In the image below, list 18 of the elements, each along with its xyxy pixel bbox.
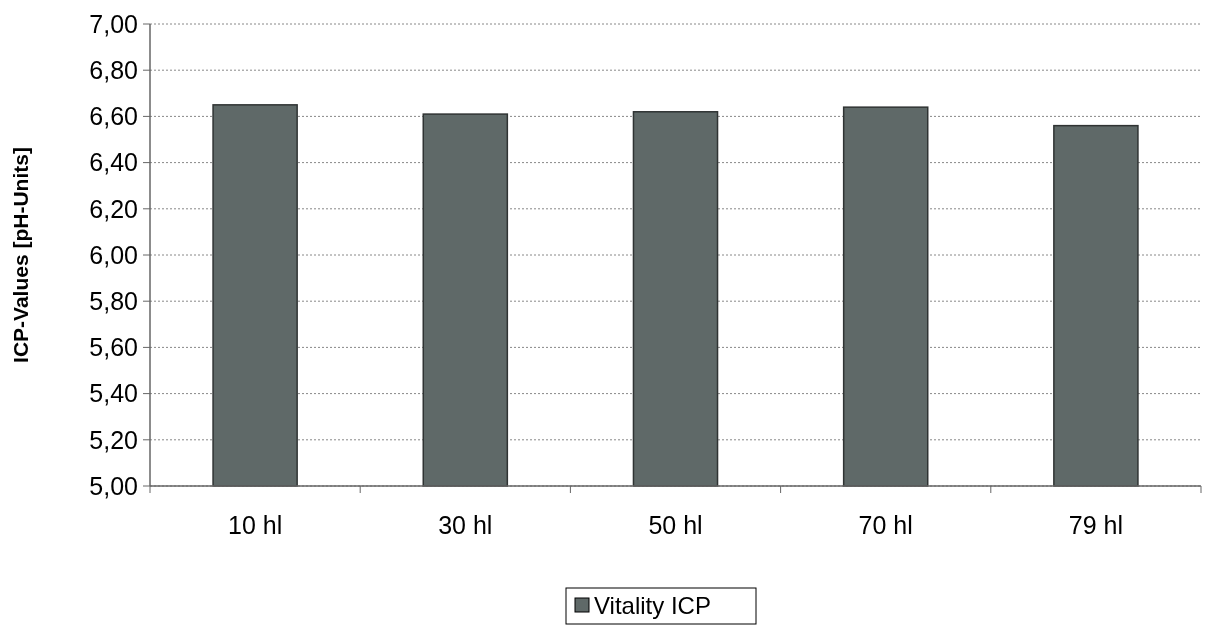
y-tick-label: 7,00 <box>89 9 138 38</box>
y-tick-label: 6,40 <box>89 148 138 177</box>
y-tick-label: 6,20 <box>89 194 138 223</box>
y-tick-label: 6,80 <box>89 55 138 84</box>
x-tick-label: 79 hl <box>1068 511 1124 539</box>
legend-label: Vitality ICP <box>594 592 711 620</box>
x-tick-label: 30 hl <box>438 511 493 539</box>
y-tick-label: 5,80 <box>89 286 138 315</box>
y-axis-title: ICP-Values [pH-Units] <box>9 147 32 363</box>
y-tick-label: 5,40 <box>89 379 138 408</box>
y-tick-label: 5,60 <box>89 333 138 362</box>
y-tick-label: 5,20 <box>89 425 138 454</box>
x-tick-label: 50 hl <box>648 511 703 539</box>
x-tick-label: 10 hl <box>227 511 283 539</box>
y-tick-label: 6,60 <box>89 102 138 131</box>
y-tick-label: 6,00 <box>89 240 138 269</box>
x-tick-label: 70 hl <box>858 511 913 539</box>
y-tick-label: 5,00 <box>89 471 138 500</box>
